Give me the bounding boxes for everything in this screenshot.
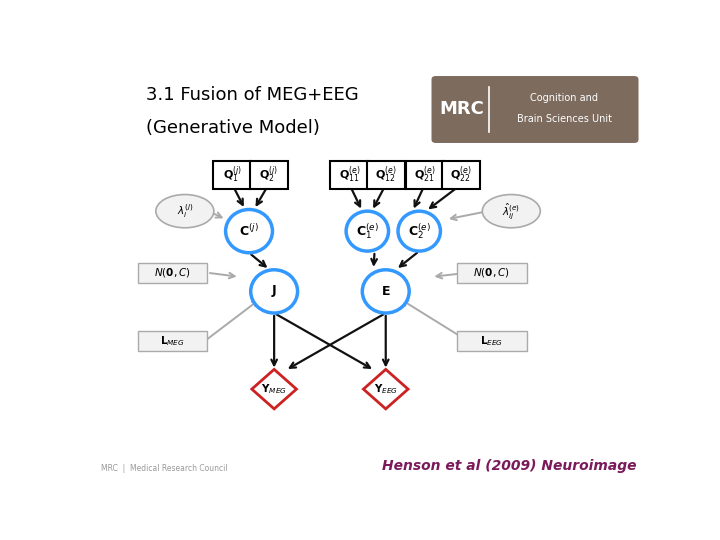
Text: $\lambda_i^{(j)}$: $\lambda_i^{(j)}$ <box>176 202 193 220</box>
Text: $\mathbf{C}^{(j)}$: $\mathbf{C}^{(j)}$ <box>239 223 259 239</box>
FancyBboxPatch shape <box>406 161 444 188</box>
Text: (Generative Model): (Generative Model) <box>145 119 320 137</box>
Text: $\mathbf{Q}_2^{(j)}$: $\mathbf{Q}_2^{(j)}$ <box>259 165 278 185</box>
Polygon shape <box>252 369 297 409</box>
Text: $\mathbf{Q}_{21}^{(e)}$: $\mathbf{Q}_{21}^{(e)}$ <box>414 165 436 185</box>
FancyBboxPatch shape <box>330 161 369 188</box>
FancyBboxPatch shape <box>366 161 405 188</box>
Text: $\hat{\lambda}_{ij}^{(e)}$: $\hat{\lambda}_{ij}^{(e)}$ <box>502 201 521 221</box>
Text: $\mathbf{L}_{MEG}$: $\mathbf{L}_{MEG}$ <box>160 334 185 348</box>
Text: $\mathbf{L}_{EEG}$: $\mathbf{L}_{EEG}$ <box>480 334 503 348</box>
FancyBboxPatch shape <box>250 161 287 188</box>
Text: 3.1 Fusion of MEG+EEG: 3.1 Fusion of MEG+EEG <box>145 85 359 104</box>
Text: $N(\mathbf{0}, C)$: $N(\mathbf{0}, C)$ <box>474 266 510 279</box>
Ellipse shape <box>251 270 297 313</box>
Text: $\mathbf{Q}_{22}^{(e)}$: $\mathbf{Q}_{22}^{(e)}$ <box>450 165 472 185</box>
FancyBboxPatch shape <box>431 76 639 143</box>
Ellipse shape <box>346 211 389 251</box>
Text: $\mathbf{Y}_{EEG}$: $\mathbf{Y}_{EEG}$ <box>374 382 398 396</box>
Ellipse shape <box>225 210 272 253</box>
FancyBboxPatch shape <box>457 332 526 352</box>
FancyBboxPatch shape <box>138 263 207 282</box>
Text: $\mathbf{C}_2^{(e)}$: $\mathbf{C}_2^{(e)}$ <box>408 221 431 241</box>
FancyBboxPatch shape <box>457 263 526 282</box>
Ellipse shape <box>482 194 540 228</box>
Text: Henson et al (2009) Neuroimage: Henson et al (2009) Neuroimage <box>382 459 637 473</box>
Text: $\mathbf{C}_1^{(e)}$: $\mathbf{C}_1^{(e)}$ <box>356 221 379 241</box>
Ellipse shape <box>398 211 441 251</box>
Ellipse shape <box>362 270 409 313</box>
Ellipse shape <box>156 194 214 228</box>
Text: $\mathbf{Q}_{12}^{(e)}$: $\mathbf{Q}_{12}^{(e)}$ <box>375 165 397 185</box>
Text: $N(\mathbf{0}, C)$: $N(\mathbf{0}, C)$ <box>154 266 191 279</box>
Text: $\mathbf{E}$: $\mathbf{E}$ <box>381 285 390 298</box>
FancyBboxPatch shape <box>213 161 251 188</box>
Text: $\mathbf{Q}_{11}^{(e)}$: $\mathbf{Q}_{11}^{(e)}$ <box>338 165 360 185</box>
FancyBboxPatch shape <box>442 161 480 188</box>
FancyBboxPatch shape <box>138 332 207 352</box>
Polygon shape <box>364 369 408 409</box>
Text: MRC: MRC <box>440 100 485 118</box>
Text: $\mathbf{Y}_{MEG}$: $\mathbf{Y}_{MEG}$ <box>261 382 287 396</box>
Text: Cognition and: Cognition and <box>531 93 598 103</box>
Text: $\mathbf{Q}_1^{(j)}$: $\mathbf{Q}_1^{(j)}$ <box>222 165 242 185</box>
Text: Brain Sciences Unit: Brain Sciences Unit <box>517 113 612 124</box>
Text: MRC  |  Medical Research Council: MRC | Medical Research Council <box>101 464 228 473</box>
Text: $\mathbf{J}$: $\mathbf{J}$ <box>271 284 277 299</box>
